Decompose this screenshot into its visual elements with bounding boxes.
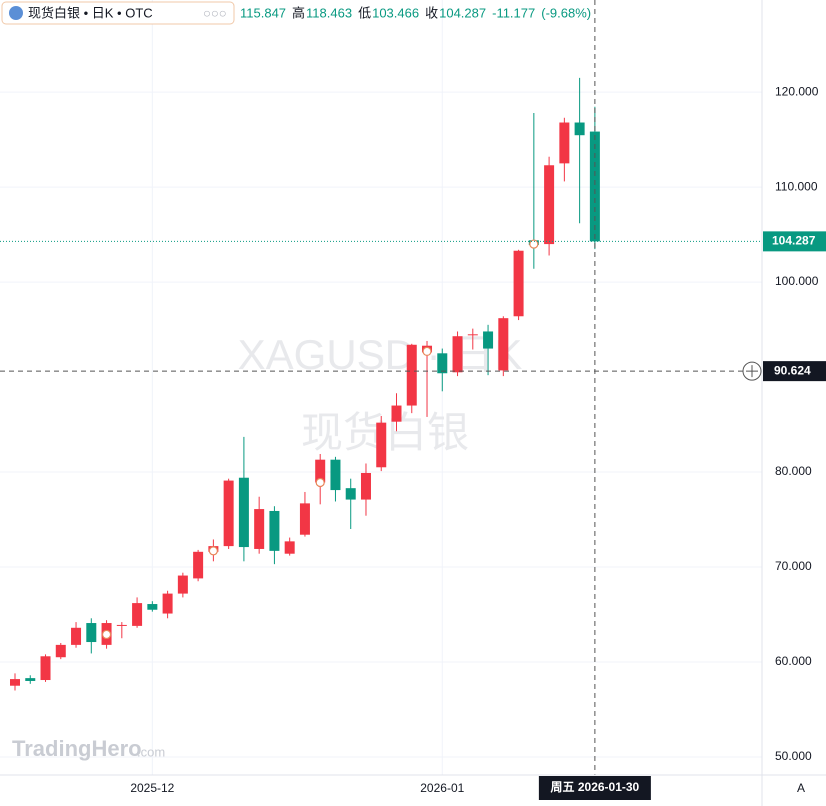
candle-body <box>483 331 494 349</box>
candle-body <box>223 480 234 547</box>
event-marker <box>422 346 432 357</box>
axis-layer: 50.000 60.000 70.000 80.000 100.000 110.000 12… <box>130 84 826 800</box>
candle-body <box>254 509 265 549</box>
header-label: 高 <box>292 5 305 20</box>
header-label: 收 <box>425 5 438 20</box>
candle-body <box>25 678 36 681</box>
y-tick-label: 80.000 <box>775 464 812 478</box>
y-tick-label: 100.000 <box>775 274 819 288</box>
candle-body <box>376 422 387 468</box>
candle-body <box>10 679 20 686</box>
crosshair-price-label: 90.624 <box>774 363 811 377</box>
candle-body <box>147 604 158 610</box>
y-tick-label: 70.000 <box>775 559 812 573</box>
header-label: 低 <box>358 5 371 20</box>
last-price-label: 104.287 <box>772 234 816 248</box>
event-marker <box>101 629 112 640</box>
candle-body <box>559 122 570 164</box>
add-icon[interactable] <box>746 365 758 378</box>
header: 现货白银 • 日K • OTC ○○○ 115.847 高 118.463 低 103.… <box>1 1 591 25</box>
y-tick-label: 60.000 <box>775 654 812 668</box>
logo: TradingHero <box>12 736 142 761</box>
candle-body <box>299 503 310 535</box>
candle-body <box>71 627 82 645</box>
candle-body <box>238 477 249 548</box>
candle-body <box>437 353 448 374</box>
header-value: 115.847 <box>240 5 286 20</box>
candle-body <box>315 459 326 483</box>
crosshair-date-label: 周五 2026-01-30 <box>551 780 640 794</box>
candle-body <box>86 623 97 643</box>
candle-body <box>330 459 341 491</box>
candle-body <box>360 472 371 500</box>
y-tick-label: 110.000 <box>775 179 818 193</box>
candle-body <box>467 334 478 336</box>
watermark-symbol: XAGUSD · 日K <box>238 331 523 378</box>
header-value: 118.463 <box>306 5 352 20</box>
event-marker <box>208 546 218 556</box>
header-value: -11.177 <box>492 5 535 20</box>
candle-body <box>452 336 463 373</box>
y-tick-label: 120.000 <box>775 84 819 98</box>
x-tick-label: 2025-12 <box>130 781 174 795</box>
candle-body <box>406 344 417 406</box>
candle-body <box>269 510 280 551</box>
candle-body <box>589 131 600 242</box>
header-value: 103.466 <box>372 5 419 20</box>
grid-layer <box>0 0 762 775</box>
symbol: 现货白银 • 日K • OTC <box>28 5 153 20</box>
candle-body <box>193 551 204 579</box>
logo-suffix: .com <box>137 744 165 759</box>
candle-body <box>284 541 295 554</box>
candle-body <box>498 318 509 371</box>
event-marker <box>529 239 539 249</box>
last-price-box <box>763 231 826 252</box>
event-marker <box>315 477 325 488</box>
candle-body <box>162 593 173 614</box>
plot-layer <box>0 0 762 775</box>
crosshair-price-box <box>763 361 826 382</box>
candle-body <box>345 488 356 500</box>
header-box <box>1 1 235 25</box>
candle-body <box>177 575 188 594</box>
candle-body <box>40 656 51 681</box>
header-value: 104.287 <box>439 5 486 20</box>
scale-button[interactable] <box>790 778 812 800</box>
candle-body <box>116 624 127 626</box>
header-values: 115.847 高 118.463 低 103.466 收 104.287 -11.177 (-… <box>240 5 591 20</box>
crosshair-date-box <box>538 776 651 800</box>
header-value: (-9.68%) <box>541 5 591 20</box>
candle-body <box>391 405 402 422</box>
y-tick-label: 50.000 <box>775 749 812 763</box>
candle-body <box>132 603 143 626</box>
symbol-icon <box>9 6 23 20</box>
candle-body <box>544 165 555 245</box>
candle-body <box>55 644 66 658</box>
more-icon[interactable]: ○○○ <box>203 5 227 20</box>
scale-button-label[interactable]: A <box>797 781 805 795</box>
candle-body <box>513 250 524 317</box>
candle-body <box>574 122 585 136</box>
x-tick-label: 2026-01 <box>420 781 464 795</box>
